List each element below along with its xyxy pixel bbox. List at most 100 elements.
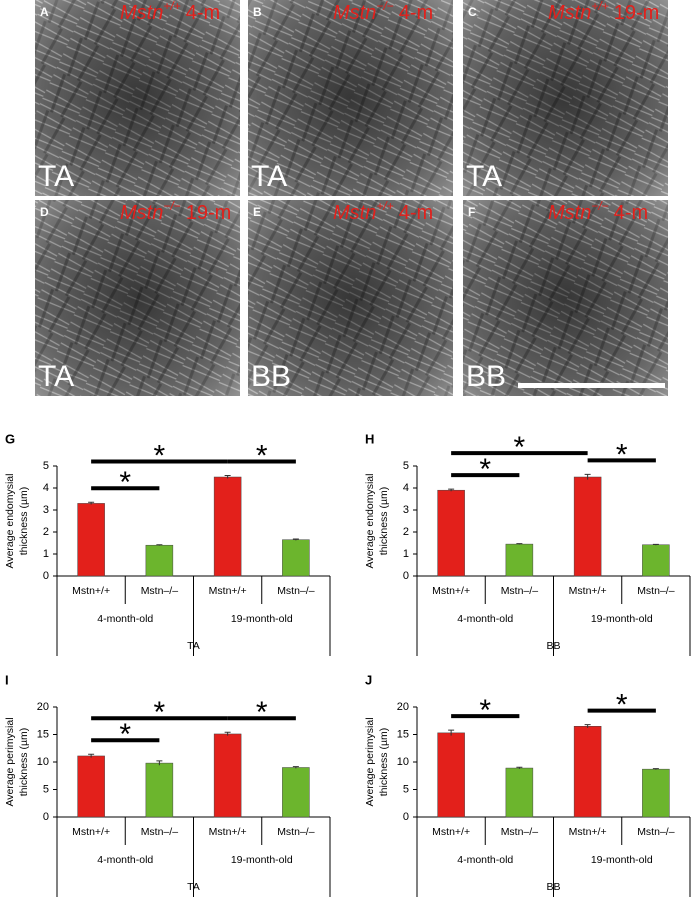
- significance-label: *: [479, 694, 491, 727]
- bar: [282, 767, 310, 818]
- bar: [573, 726, 602, 818]
- error-bar: [584, 724, 591, 728]
- micrograph-shade: [248, 200, 453, 396]
- bar: [573, 476, 602, 577]
- bar: [77, 755, 105, 818]
- micrograph-panel: A Mstn+/+ 4-m TA: [35, 0, 240, 196]
- bar: [213, 476, 242, 577]
- micrograph-shade: [248, 0, 453, 196]
- panel-letter: J: [365, 672, 372, 687]
- micrograph-panel: D Mstn−/− 19-m TA: [35, 199, 240, 396]
- genotype-label: Mstn+/+ 4-m: [333, 199, 433, 224]
- y-axis-label: thickness (µm): [18, 487, 30, 555]
- genotype: −/−: [376, 0, 393, 13]
- panel-letter: F: [468, 205, 475, 219]
- micrograph-shade: [463, 0, 668, 196]
- y-tick-label: 2: [403, 526, 409, 538]
- y-tick-label: 3: [403, 504, 409, 516]
- bar: [642, 544, 670, 577]
- micrograph-panel: C Mstn+/+ 19-m TA: [463, 0, 668, 196]
- gene: Mstn: [548, 2, 591, 24]
- error-bar: [88, 501, 95, 505]
- error-bar: [156, 760, 163, 766]
- x-tick-label: Mstn–/–: [637, 585, 675, 597]
- group-label: 19-month-old: [591, 613, 653, 625]
- y-axis-label: thickness (µm): [18, 728, 30, 796]
- genotype-label: Mstn+/+ 4-m: [120, 0, 220, 24]
- group-label: 19-month-old: [591, 854, 653, 866]
- error-bar: [292, 766, 299, 769]
- gene: Mstn: [548, 202, 591, 224]
- tissue-label: TA: [38, 160, 74, 193]
- y-tick-label: 15: [37, 728, 49, 740]
- x-tick-label: Mstn+/+: [569, 585, 607, 597]
- y-tick-label: 20: [397, 701, 409, 713]
- y-tick-label: 4: [43, 482, 49, 494]
- genotype: −/−: [163, 199, 180, 213]
- y-axis-label: thickness (µm): [378, 487, 390, 555]
- panel-letter: B: [253, 5, 262, 19]
- panel-letter: D: [40, 205, 49, 219]
- micrograph-panel: F Mstn−/− 4-m BB: [463, 199, 668, 396]
- bar: [145, 762, 174, 818]
- genotype: +/+: [376, 199, 393, 213]
- significance-label: *: [616, 438, 628, 471]
- bar: [145, 544, 174, 577]
- tissue-label: TA: [187, 640, 200, 652]
- y-axis-label: thickness (µm): [378, 728, 390, 796]
- gene: Mstn: [333, 202, 376, 224]
- significance-label: *: [479, 453, 491, 486]
- significance-label: *: [119, 718, 131, 751]
- x-tick-label: Mstn+/+: [569, 826, 607, 838]
- error-bar: [584, 473, 591, 480]
- y-tick-label: 1: [43, 548, 49, 560]
- x-tick-label: Mstn+/+: [432, 585, 470, 597]
- x-tick-label: Mstn+/+: [209, 585, 247, 597]
- age: 4-m: [186, 2, 220, 24]
- age: 4-m: [399, 2, 433, 24]
- group-label: 4-month-old: [457, 854, 513, 866]
- y-tick-label: 15: [397, 728, 409, 740]
- y-axis-label: Average perimysial: [364, 717, 376, 806]
- gene: Mstn: [120, 202, 163, 224]
- significance-label: *: [154, 696, 166, 729]
- y-axis-label: Average perimysial: [4, 717, 16, 806]
- x-tick-label: Mstn–/–: [141, 826, 179, 838]
- group-label: 4-month-old: [97, 854, 153, 866]
- tissue-label: TA: [466, 160, 502, 193]
- tissue-label: BB: [546, 881, 560, 893]
- group-label: 19-month-old: [231, 613, 293, 625]
- bar: [642, 768, 670, 818]
- age: 4-m: [614, 202, 648, 224]
- age: 4-m: [399, 202, 433, 224]
- panel-letter: H: [365, 431, 374, 446]
- y-tick-label: 0: [43, 570, 49, 582]
- bar: [77, 503, 105, 577]
- y-tick-label: 1: [403, 548, 409, 560]
- genotype: −/−: [591, 199, 608, 213]
- micrograph-panel: E Mstn+/+ 4-m BB: [248, 199, 453, 396]
- age: 19-m: [614, 2, 660, 24]
- tissue-label: TA: [251, 160, 287, 193]
- bar: [505, 543, 534, 577]
- bar: [437, 732, 465, 818]
- y-tick-label: 5: [43, 460, 49, 472]
- error-bar: [516, 766, 523, 769]
- panel-letter: E: [253, 205, 261, 219]
- significance-label: *: [256, 439, 268, 472]
- genotype-label: Mstn−/− 19-m: [120, 199, 231, 224]
- y-tick-label: 0: [403, 570, 409, 582]
- genotype-label: Mstn−/− 4-m: [548, 199, 648, 224]
- micrograph-shade: [35, 200, 240, 396]
- x-tick-label: Mstn–/–: [637, 826, 675, 838]
- bar: [213, 733, 242, 818]
- y-axis-label: Average endomysial: [4, 474, 16, 569]
- error-bar: [88, 753, 95, 758]
- bar: [505, 767, 534, 818]
- x-tick-label: Mstn–/–: [501, 585, 539, 597]
- significance-label: *: [154, 439, 166, 472]
- y-tick-label: 5: [403, 460, 409, 472]
- micrograph-shade: [35, 0, 240, 196]
- y-axis-label: Average endomysial: [364, 474, 376, 569]
